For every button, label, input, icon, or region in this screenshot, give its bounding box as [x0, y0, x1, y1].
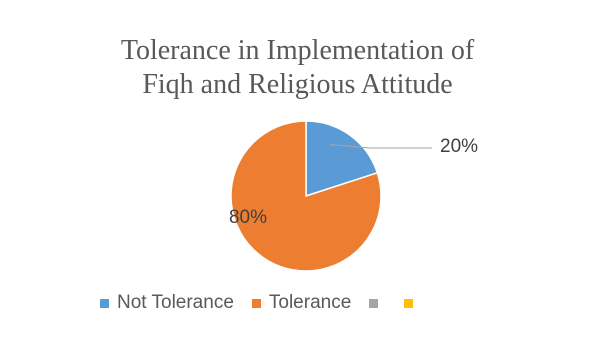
- data-label-not-tolerance: 20%: [440, 136, 478, 157]
- leader-line-not-tolerance: [330, 144, 432, 149]
- pie-slice-not-tolerance: [305, 120, 379, 198]
- legend-swatch-tolerance: [251, 298, 261, 308]
- chart-title: Tolerance in Implementation of Fiqh and …: [0, 34, 595, 102]
- legend-swatch-3: [369, 298, 379, 308]
- pie-slice-tolerance: [230, 120, 382, 272]
- legend-label-tolerance: Tolerance: [268, 292, 352, 313]
- legend-item-3: [369, 298, 386, 308]
- legend: Not Tolerance Tolerance: [100, 292, 439, 314]
- legend-item-4: [404, 298, 421, 308]
- legend-item-tolerance: Tolerance: [251, 292, 352, 314]
- legend-swatch-4: [404, 298, 414, 308]
- legend-item-not-tolerance: Not Tolerance: [100, 292, 234, 314]
- chart-title-line-1: Tolerance in Implementation of: [120, 35, 475, 66]
- data-label-tolerance: 80%: [229, 207, 267, 228]
- legend-swatch-not-tolerance: [100, 298, 109, 308]
- legend-label-not-tolerance: Not Tolerance: [117, 292, 234, 313]
- chart-title-line-2: Fiqh and Religious Attitude: [142, 69, 453, 100]
